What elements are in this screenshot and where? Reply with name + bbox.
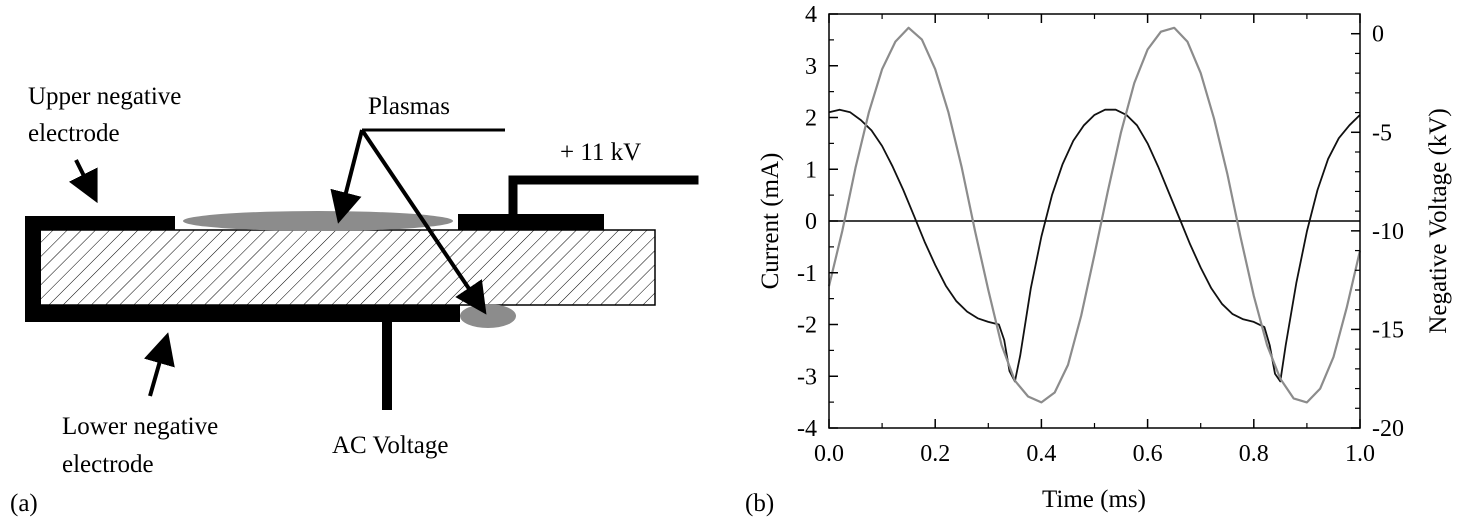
y-tick-label: 4 xyxy=(805,2,817,28)
chart-series-layer xyxy=(827,26,1362,404)
y-tick-label: -3 xyxy=(797,364,817,390)
x-tick-label: 0.6 xyxy=(1133,441,1163,467)
plasma-arrow-1 xyxy=(330,129,364,224)
y-tick-label: 3 xyxy=(805,54,817,80)
y-tick-label: 1 xyxy=(805,157,817,183)
high-voltage-electrode xyxy=(458,214,604,230)
y-tick-label: 2 xyxy=(805,106,817,132)
x-axis-title: Time (ms) xyxy=(1042,486,1146,513)
dielectric-plate xyxy=(39,229,656,306)
y-tick-label: -4 xyxy=(797,416,817,442)
chart-ticks-layer: 0.0 0.2 0.4 0.6 0.8 1.0-4-3-2-1012340-5-10-15… xyxy=(797,2,1404,467)
upper-negative-electrode xyxy=(25,216,175,230)
current-series-line xyxy=(828,108,1361,383)
upper-electrode-label-line2: electrode xyxy=(28,120,120,147)
y2-tick-label: 0 xyxy=(1372,22,1384,48)
panel-a-schematic: Upper negative electrode Plasmas + 11 kV… xyxy=(10,83,699,517)
y2-tick-label: -5 xyxy=(1372,120,1392,146)
lower-electrode-arrow xyxy=(144,332,175,397)
y-tick-label: 0 xyxy=(805,209,817,235)
surface-plasma xyxy=(183,211,453,231)
high-voltage-label: + 11 kV xyxy=(560,139,641,166)
y-tick-label: -1 xyxy=(797,261,817,287)
lower-electrode-label-line1: Lower negative xyxy=(62,413,218,440)
left-connector xyxy=(25,216,41,322)
x-tick-label: 0.0 xyxy=(814,441,844,467)
ac-voltage-label: AC Voltage xyxy=(332,432,448,459)
lower-negative-electrode xyxy=(25,305,460,322)
edge-plasma xyxy=(460,304,516,328)
x-tick-label: 1.0 xyxy=(1345,441,1375,467)
x-tick-label: 0.4 xyxy=(1026,441,1056,467)
plasma-arrow-2 xyxy=(360,128,487,315)
upper-electrode-label-line1: Upper negative xyxy=(28,83,181,110)
upper-electrode-arrow xyxy=(68,159,98,204)
x-tick-label: 0.8 xyxy=(1239,441,1269,467)
panel-a-label: (a) xyxy=(10,490,38,517)
plasmas-label: Plasmas xyxy=(368,93,450,120)
high-voltage-lead xyxy=(508,175,699,220)
y2-axis-title: Negative Voltage (kV) xyxy=(1425,108,1452,333)
y-axis-title: Current (mA) xyxy=(757,153,784,290)
y2-tick-label: -20 xyxy=(1372,416,1404,442)
panel-b-chart: (b) 0.0 0.2 0.4 0.6 0.8 1.0-4-3-2-1012340-5-1… xyxy=(745,2,1452,517)
y2-tick-label: -15 xyxy=(1372,317,1404,343)
x-tick-label: 0.2 xyxy=(920,441,950,467)
voltage-series-line xyxy=(827,26,1362,404)
y2-tick-label: -10 xyxy=(1372,219,1404,245)
lower-electrode-label-line2: electrode xyxy=(62,451,154,478)
y-tick-label: -2 xyxy=(797,313,817,339)
ac-voltage-lead xyxy=(382,322,392,410)
panel-b-label: (b) xyxy=(745,490,774,517)
